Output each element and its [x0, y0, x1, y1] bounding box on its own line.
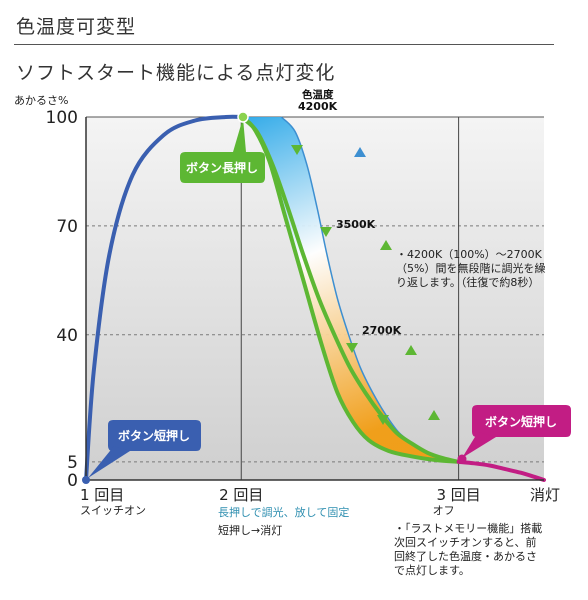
- x-tick-sub-2: 長押しで調光、放して固定: [218, 506, 350, 519]
- x-tick-label-3: 消灯: [530, 486, 560, 504]
- color-temp-title: 色温度: [302, 88, 334, 101]
- arrow-down-3: [346, 343, 358, 353]
- dimming-note: ・4200K（100%）～2700K （5%）間を無段階に調光を繰 り返します。…: [396, 248, 545, 290]
- memory-note: ・「ラストメモリー機能」搭載 次回スイッチオンすると、前 回終了した色温度・あか…: [394, 522, 542, 578]
- short-press-off-note: 短押し→消灯: [218, 524, 283, 537]
- title-divider: [14, 44, 554, 45]
- y-tick-label-0: 100: [46, 108, 78, 128]
- color-temp-2700k: 2700K: [362, 324, 402, 337]
- memory-note-line-3: 回終了した色温度・あかるさ: [394, 550, 537, 563]
- x-tick-sub-2: オフ: [433, 504, 455, 517]
- arrow-up-2: [380, 240, 392, 250]
- short-press-callout-right: ボタン短押し: [462, 405, 571, 458]
- color-temperature-band: [241, 117, 459, 462]
- y-tick-label-2: 40: [56, 326, 78, 346]
- memory-note-line-4: で点灯します。: [394, 564, 470, 577]
- color-temp-3500k: 3500K: [336, 218, 376, 231]
- arrow-down-4: [377, 415, 389, 425]
- long-press-point: [237, 111, 249, 123]
- y-tick-label-1: 70: [56, 217, 78, 237]
- long-press-callout: ボタン長押し: [180, 118, 265, 183]
- memory-note-line-2: 次回スイッチオンすると、前: [394, 536, 537, 549]
- series-green-dim-outer: [239, 115, 461, 464]
- short-press-callout-left: ボタン短押し: [88, 420, 201, 478]
- x-tick-label-1: 2 回目: [219, 486, 263, 504]
- off-point: [457, 454, 467, 464]
- series-magenta-off: [456, 459, 546, 482]
- x-tick-label-2: 3 回目: [436, 486, 480, 504]
- arrow-up-3: [405, 345, 417, 355]
- arrow-down-1: [291, 145, 303, 155]
- arrow-up-1: [354, 147, 366, 157]
- color-temp-4200k: 4200K: [298, 100, 338, 113]
- short-press-label-right: ボタン短押し: [485, 414, 557, 429]
- arrow-down-2: [320, 227, 332, 237]
- start-point: [82, 476, 90, 484]
- x-tick-sub-0: スイッチオン: [80, 504, 146, 517]
- arrow-up-4: [428, 410, 440, 420]
- short-press-label-left: ボタン短押し: [118, 428, 190, 443]
- long-press-label: ボタン長押し: [186, 160, 258, 175]
- page-subtitle: ソフトスタート機能による点灯変化: [16, 62, 336, 84]
- y-tick-label-3: 5: [67, 453, 78, 473]
- y-tick-label-4: 0: [67, 471, 78, 491]
- dimming-note-line-1: ・4200K（100%）～2700K: [396, 248, 542, 261]
- y-axis-label: あかるさ%: [14, 94, 68, 107]
- dimming-note-line-2: （5%）間を無段階に調光を繰: [396, 262, 546, 275]
- x-tick-label-0: 1 回目: [80, 486, 124, 504]
- series-blue-rise: [84, 114, 244, 482]
- memory-note-line-1: ・「ラストメモリー機能」搭載: [394, 522, 543, 535]
- dimming-note-line-3: り返します。（往復で約8秒）: [396, 276, 540, 289]
- page-title: 色温度可変型: [16, 16, 137, 38]
